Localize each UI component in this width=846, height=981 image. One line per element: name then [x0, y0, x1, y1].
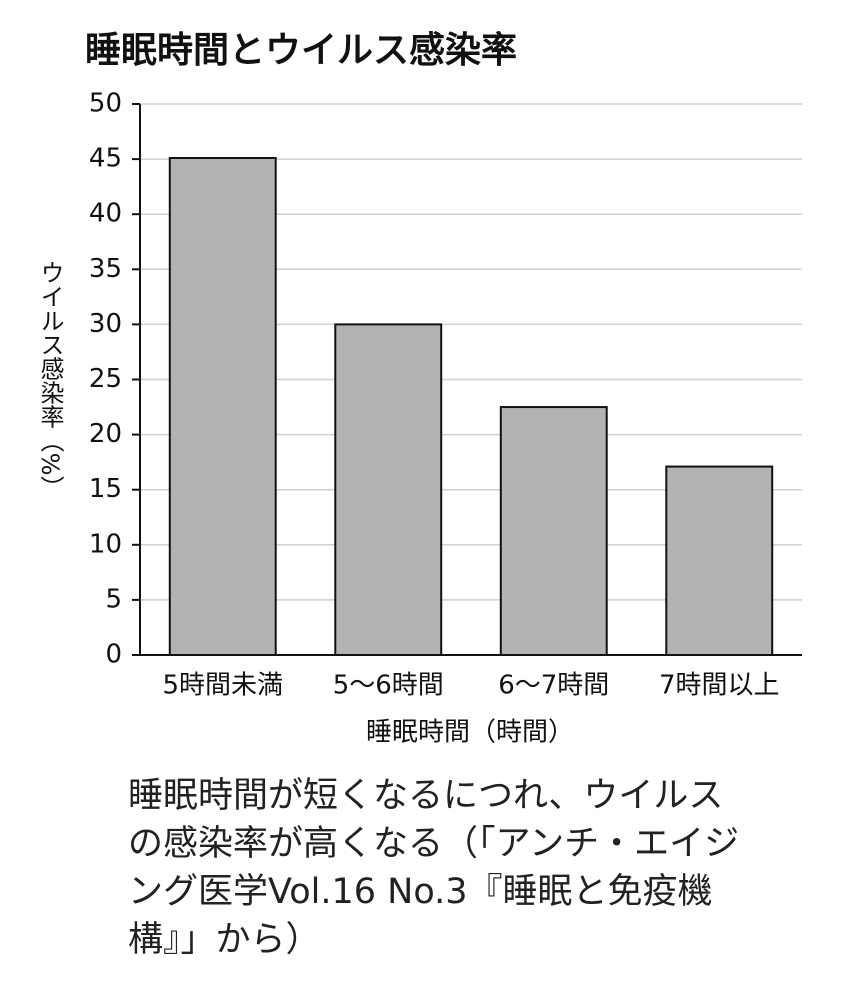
y-tick-label: 15 — [89, 474, 122, 504]
y-tick-label: 20 — [89, 419, 122, 449]
bar — [665, 465, 774, 657]
y-axis-label: ウイルス感染率（%） — [36, 261, 64, 500]
caption: 睡眠時間が短くなるにつれ、ウイルスの感染率が高くなる（「アンチ・エイジング医学V… — [128, 776, 740, 960]
y-tick-label: 50 — [89, 89, 122, 119]
y-tick-label: 30 — [89, 309, 122, 339]
y-tick-label: 10 — [89, 529, 122, 559]
y-tick-label: 45 — [89, 144, 122, 174]
y-tick-label: 35 — [89, 254, 122, 284]
chart-title: 睡眠時間とウイルス感染率 — [85, 30, 517, 71]
bar — [334, 323, 443, 656]
x-axis-label: 睡眠時間（時間） — [366, 718, 574, 748]
y-tick-label: 0 — [105, 640, 122, 670]
bar — [168, 156, 277, 657]
x-tick-label: 5〜6時間 — [333, 671, 444, 701]
y-tick-label: 40 — [89, 199, 122, 229]
x-tick-label: 5時間未満 — [162, 671, 283, 701]
y-tick-label: 25 — [89, 364, 122, 394]
x-tick-label: 7時間以上 — [659, 671, 780, 701]
y-tick-label: 5 — [105, 584, 122, 614]
x-tick-label: 6〜7時間 — [498, 671, 609, 701]
chart: 睡眠時間とウイルス感染率 ウイルス感染率（%） 睡眠時間（時間） 0 5 10 15 2… — [36, 30, 802, 748]
bar — [499, 406, 608, 656]
